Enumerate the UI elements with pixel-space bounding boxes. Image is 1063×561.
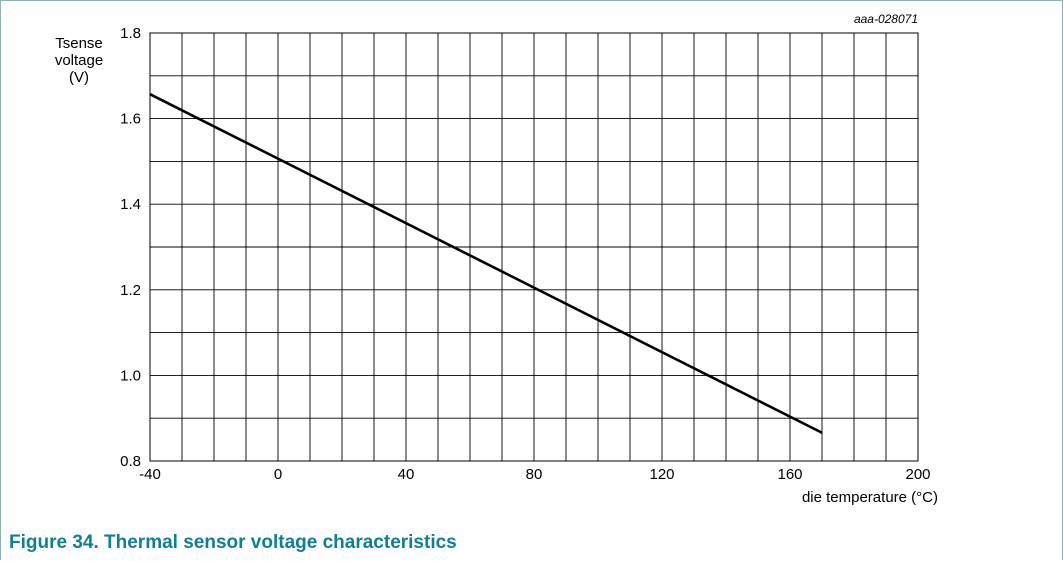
- x-tick-label: 80: [526, 466, 543, 483]
- x-axis-title: die temperature (°C): [802, 489, 938, 506]
- x-tick-label: 200: [905, 466, 930, 483]
- y-axis-title-line: voltage: [55, 52, 103, 69]
- series-line: [149, 93, 823, 434]
- x-tick-label: 40: [398, 466, 415, 483]
- x-tick-label: 0: [274, 466, 282, 483]
- y-tick-label: 0.8: [120, 453, 141, 470]
- x-tick-label: 120: [649, 466, 674, 483]
- y-axis-title-line: Tsense: [55, 35, 103, 52]
- figure-ref-id: aaa-028071: [854, 12, 918, 26]
- y-tick-label: 1.6: [120, 111, 141, 128]
- x-tick-label: 160: [777, 466, 802, 483]
- figure-caption: Figure 34. Thermal sensor voltage charac…: [9, 532, 457, 553]
- y-tick-label: 1.2: [120, 282, 141, 299]
- x-tick-labels: -40 0 40 80 120 160 200: [139, 466, 930, 483]
- y-tick-label: 1.8: [120, 25, 141, 42]
- y-tick-label: 1.0: [120, 367, 141, 384]
- y-axis-title-line: (V): [69, 69, 89, 86]
- plot-border: [149, 32, 919, 462]
- y-tick-label: 1.4: [120, 196, 141, 213]
- series-layer: [149, 93, 823, 434]
- thermal-chart: 0.8 1.0 1.2 1.4 1.6 1.8 -40 0 40 80 120 160 200 Tse…: [55, 12, 938, 506]
- x-tick-label: -40: [139, 466, 161, 483]
- y-tick-labels: 0.8 1.0 1.2 1.4 1.6 1.8: [120, 25, 141, 470]
- grid: [150, 33, 918, 461]
